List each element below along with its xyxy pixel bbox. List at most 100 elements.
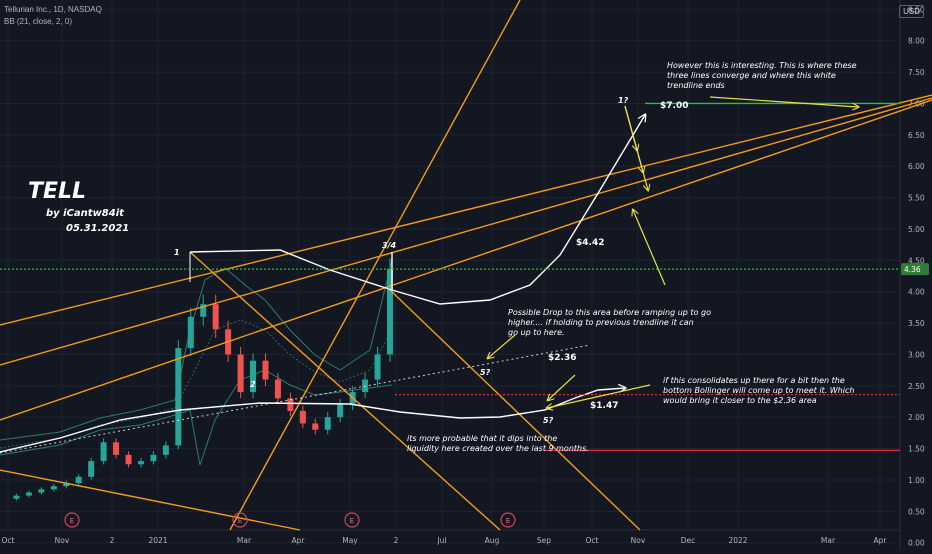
y-tick-label: 4.50 — [908, 256, 925, 265]
candle-body[interactable] — [312, 423, 319, 430]
target-label-2-36: $2.36 — [548, 353, 576, 363]
x-tick-label: Mar — [821, 536, 836, 545]
watermark-author: by iCantw84it — [46, 208, 125, 219]
wave-label-2: 2 — [250, 380, 256, 389]
earnings-marker[interactable] — [232, 512, 248, 528]
annotation-arrow-converge[interactable] — [709, 96, 858, 107]
candle-body[interactable] — [113, 442, 120, 455]
annotation-arrow-drop[interactable] — [488, 334, 516, 358]
current-price-label: 4.36 — [904, 265, 921, 274]
earnings-marker-label: E — [506, 517, 510, 525]
x-tick-label: Mar — [237, 536, 252, 545]
candles[interactable] — [13, 258, 393, 501]
note-possible-drop: Possible Drop to this area before rampin… — [508, 308, 711, 337]
indicator-legend[interactable]: BB (21, close, 2, 0) — [4, 17, 73, 26]
candle-body[interactable] — [262, 360, 269, 380]
target-label-1-47: $1.47 — [590, 401, 618, 411]
trendline-orange-3[interactable] — [0, 99, 932, 421]
candle-body[interactable] — [137, 461, 144, 465]
wave-label-5q-a: 5? — [480, 368, 491, 377]
y-tick-label: 1.00 — [908, 476, 925, 485]
bollinger-upper[interactable] — [0, 259, 393, 441]
wave-label-1q: 1? — [618, 96, 629, 105]
wave-label-5q-b: 5? — [543, 416, 554, 425]
earnings-marker[interactable] — [64, 512, 80, 528]
trendline-orange-down-1[interactable] — [189, 251, 501, 531]
candle-body[interactable] — [250, 360, 257, 393]
x-tick-label: 2022 — [728, 536, 747, 545]
candle-body[interactable] — [299, 410, 306, 424]
candle-body[interactable] — [237, 354, 244, 393]
projection-path-lower[interactable] — [0, 388, 625, 453]
y-tick-label: 7.00 — [908, 99, 925, 108]
candle-body[interactable] — [38, 489, 45, 493]
candle-body[interactable] — [88, 461, 95, 477]
y-tick-label: 6.50 — [908, 131, 925, 140]
trendline-orange-down-2[interactable] — [389, 289, 641, 531]
candle-body[interactable] — [150, 454, 157, 462]
x-tick-label: Sep — [537, 536, 551, 545]
projection-path-upper[interactable] — [189, 115, 645, 305]
x-tick-label: May — [342, 536, 358, 545]
earnings-marker-label: E — [238, 517, 242, 525]
y-tick-label: 5.50 — [908, 194, 925, 203]
note-liquidity: its more probable that it dips into the l… — [407, 434, 589, 453]
annotation-arrow-4-42[interactable] — [633, 210, 666, 286]
candle-body[interactable] — [50, 486, 57, 490]
x-tick-label: 2 — [110, 536, 115, 545]
earnings-marker[interactable] — [500, 512, 516, 528]
note-converge: However this is interesting. This is whe… — [667, 61, 857, 90]
earnings-marker-label: E — [350, 517, 354, 525]
watermark-ticker: TELL — [28, 179, 86, 204]
wave-label-1: 1 — [174, 248, 180, 257]
candle-body[interactable] — [125, 454, 132, 465]
candle-body[interactable] — [324, 417, 331, 430]
earnings-marker[interactable] — [344, 512, 360, 528]
candle-body[interactable] — [187, 316, 194, 349]
candle-body[interactable] — [100, 442, 107, 462]
y-tick-label: 0.00 — [908, 539, 925, 548]
x-tick-label: Dec — [681, 536, 696, 545]
x-tick-label: 2021 — [148, 536, 167, 545]
y-tick-label: 8.00 — [908, 37, 925, 46]
x-tick-label: Apr — [874, 536, 888, 545]
candle-body[interactable] — [387, 269, 393, 355]
y-tick-label: 4.00 — [908, 288, 925, 297]
candle-body[interactable] — [274, 379, 281, 399]
currency-button[interactable]: USD — [899, 5, 924, 18]
bollinger-lower[interactable] — [0, 369, 393, 466]
y-tick-label: 3.50 — [908, 319, 925, 328]
annotation-arrow-consolidate[interactable] — [547, 384, 651, 408]
candle-body[interactable] — [63, 483, 70, 487]
trendline-orange-1[interactable] — [0, 94, 932, 326]
watermark-date: 05.31.2021 — [66, 223, 129, 234]
candle-body[interactable] — [75, 476, 82, 484]
candle-body[interactable] — [175, 348, 182, 446]
y-tick-label: 3.00 — [908, 350, 925, 359]
y-tick-label: 8.50 — [908, 5, 925, 14]
candle-body[interactable] — [337, 404, 344, 418]
symbol-title: Tellurian Inc., 1D, NASDAQ — [4, 5, 102, 14]
y-tick-label: 7.50 — [908, 68, 925, 77]
y-tick-label: 5.00 — [908, 225, 925, 234]
trendline-orange-bottom[interactable] — [0, 469, 301, 531]
candle-body[interactable] — [162, 445, 169, 455]
candle-body[interactable] — [25, 492, 32, 496]
candle-body[interactable] — [287, 398, 294, 411]
annotation-arrow-liquidity[interactable] — [548, 374, 576, 400]
target-label-4-42: $4.42 — [576, 238, 604, 248]
x-tick-label: 2 — [394, 536, 399, 545]
candle-body[interactable] — [212, 304, 219, 330]
trendline-orange-2[interactable] — [0, 97, 932, 366]
y-tick-label: 6.00 — [908, 162, 925, 171]
current-price-tag[interactable] — [901, 263, 929, 276]
note-consolidate: if this consolidates up there for a bit … — [663, 376, 854, 405]
x-tick-label: Oct — [586, 536, 599, 545]
trendline-orange-steep[interactable] — [229, 0, 521, 531]
candle-body[interactable] — [200, 304, 207, 317]
x-tick-label: Oct — [2, 536, 15, 545]
annotation-arrow-1q-c[interactable] — [624, 105, 648, 190]
candle-body[interactable] — [13, 495, 20, 499]
candle-body[interactable] — [374, 354, 381, 380]
